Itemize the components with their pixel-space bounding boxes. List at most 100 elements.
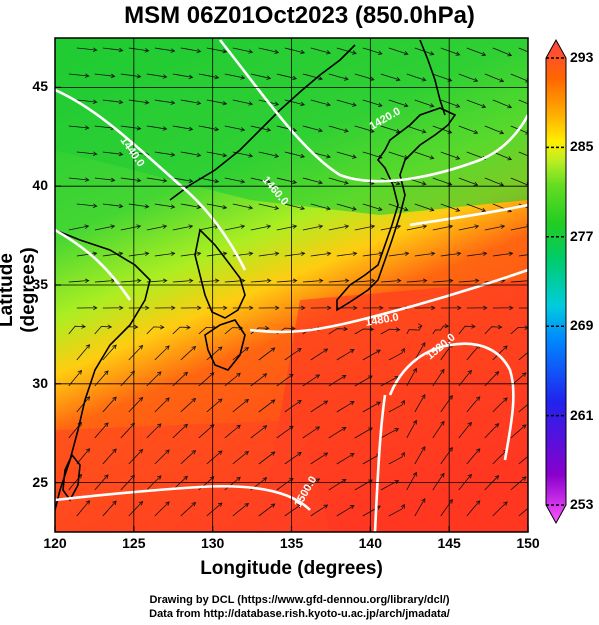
streamline-arrow — [336, 505, 355, 517]
streamline-arrow — [310, 348, 328, 361]
streamline-arrowhead — [318, 224, 324, 229]
streamline-arrowhead — [455, 103, 461, 108]
streamline-arrow — [336, 47, 357, 54]
streamline-arrowhead — [475, 500, 481, 505]
streamline-arrowhead — [196, 204, 202, 210]
streamline-arrow — [76, 500, 90, 517]
streamline-arrowhead — [170, 251, 176, 257]
streamline-arrow — [336, 252, 357, 257]
streamline-arrow — [180, 252, 201, 257]
streamline-arrowhead — [349, 349, 355, 354]
streamline-arrowhead — [421, 181, 427, 186]
streamline-arrowhead — [429, 155, 435, 160]
streamline-arrowhead — [292, 278, 298, 284]
streamline-arrow — [414, 203, 434, 211]
streamline-arrow — [328, 73, 349, 80]
streamline-arrow — [336, 203, 357, 210]
streamline-arrowhead — [344, 128, 349, 133]
streamline-arrow — [432, 73, 452, 82]
streamline-arrow — [406, 325, 423, 335]
streamline-arrowhead — [297, 400, 302, 405]
streamline-arrow — [172, 225, 193, 231]
streamline-arrowhead — [84, 125, 90, 130]
streamline-arrow — [94, 280, 115, 283]
streamline-arrowhead — [191, 397, 197, 403]
streamline-arrowhead — [165, 501, 170, 506]
streamline-arrowhead — [240, 224, 246, 229]
streamline-arrowhead — [244, 346, 250, 352]
streamline-arrow — [102, 500, 117, 517]
streamline-arrow — [336, 401, 355, 413]
streamline-arrow — [388, 452, 405, 465]
streamline-arrow — [250, 177, 271, 183]
streamline-arrowhead — [274, 205, 280, 210]
streamline-arrowhead — [112, 500, 117, 506]
streamline-arrow — [518, 99, 528, 105]
x-tick-label: 140 — [358, 535, 382, 551]
streamline-arrow — [206, 47, 227, 53]
streamline-arrowhead — [533, 157, 537, 161]
streamline-arrow — [380, 480, 399, 491]
streamline-arrow — [128, 99, 149, 104]
streamline-arrowhead — [456, 251, 462, 257]
streamline-arrowhead — [508, 251, 514, 257]
streamline-arrowhead — [240, 127, 246, 132]
coastline-russia — [169, 44, 356, 201]
streamline-arrowhead — [323, 348, 329, 353]
streamline-arrow — [68, 125, 89, 129]
streamline-arrow — [250, 73, 271, 79]
streamline-arrow — [484, 73, 504, 82]
streamline-arrow — [102, 99, 123, 103]
contour-label: 1480.0 — [364, 311, 399, 329]
streamline-arrowhead — [473, 77, 479, 82]
streamline-arrowhead — [196, 100, 202, 106]
streamline-arrow — [232, 503, 249, 517]
streamline-arrowhead — [138, 448, 144, 454]
streamline-arrowhead — [349, 401, 355, 406]
streamline-arrow — [250, 280, 271, 283]
streamline-arrowhead — [183, 371, 189, 377]
streamline-arrowhead — [341, 478, 347, 484]
streamline-arrowhead — [507, 104, 513, 109]
streamline-arrow — [76, 47, 97, 51]
streamline-arrowhead — [240, 75, 246, 80]
streamline-arrow — [154, 47, 175, 52]
streamline-arrow — [380, 376, 399, 387]
streamline-arrowhead — [191, 501, 197, 507]
streamline-arrowhead — [440, 368, 445, 374]
streamline-arrowhead — [292, 224, 298, 229]
streamline-arrowhead — [455, 207, 461, 212]
streamline-arrowhead — [448, 499, 453, 504]
streamline-arrowhead — [266, 224, 272, 229]
streamline-arrow — [76, 448, 90, 465]
streamline-arrowhead — [327, 305, 332, 311]
streamline-arrowhead — [93, 305, 98, 311]
streamline-arrowhead — [145, 305, 150, 311]
streamline-arrowhead — [412, 419, 417, 425]
streamline-arrow — [172, 177, 193, 182]
streamline-arrow — [120, 280, 141, 283]
streamline-arrow — [362, 453, 381, 465]
streamline-arrow — [180, 151, 201, 156]
streamline-arrowhead — [524, 325, 528, 330]
contour-lines — [55, 39, 528, 532]
streamline-arrowhead — [118, 99, 124, 105]
streamline-arrow — [492, 449, 508, 465]
streamline-arrowhead — [270, 451, 276, 456]
streamline-arrowhead — [349, 453, 355, 458]
streamline-arrowhead — [352, 102, 357, 107]
streamline-arrow — [276, 478, 294, 491]
streamline-arrow — [180, 99, 201, 104]
streamline-arrow — [440, 343, 453, 361]
y-tick-label: 35 — [32, 276, 48, 292]
streamline-arrow — [94, 422, 109, 439]
streamline-arrowhead — [318, 128, 323, 133]
streamline-arrow — [406, 472, 417, 491]
streamline-arrow — [120, 73, 141, 78]
streamline-arrowhead — [507, 52, 513, 57]
streamline-arrowhead — [503, 397, 508, 402]
streamline-arrow — [510, 476, 527, 491]
streamline-arrowhead — [533, 105, 537, 109]
streamline-arrow — [466, 99, 486, 108]
streamline-arrow — [518, 47, 528, 53]
